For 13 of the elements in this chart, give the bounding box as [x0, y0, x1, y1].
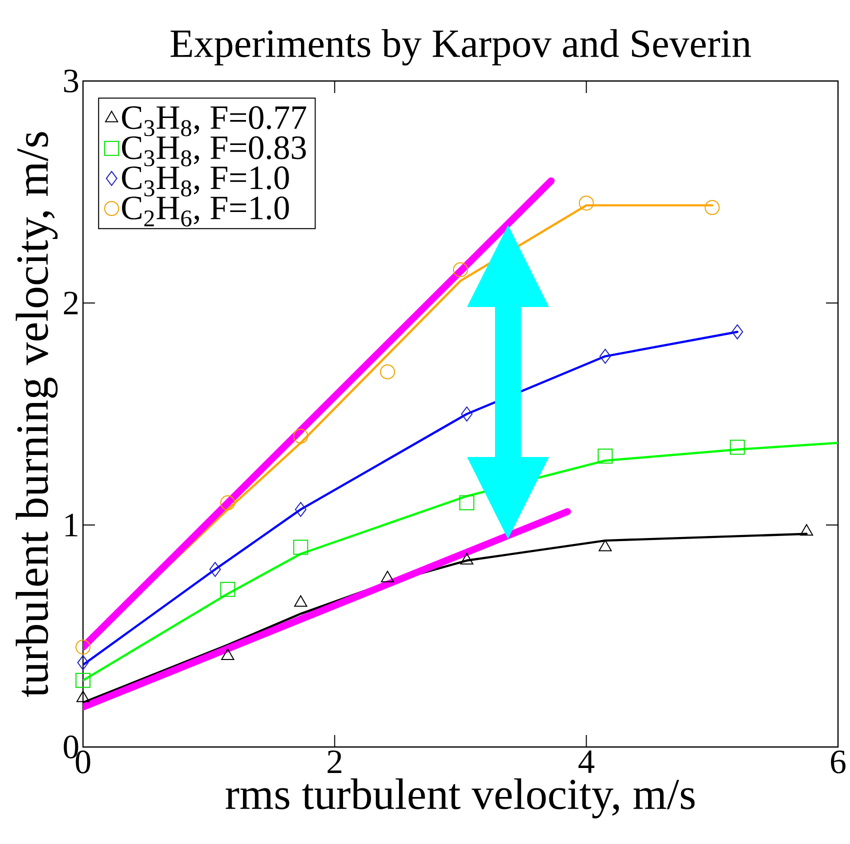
legend-label: C$_{3}$H$_{8}$, F=0.83 [122, 136, 306, 166]
x-axis-title: rms turbulent velocity, m/s [226, 778, 695, 818]
y-tick-label: 1 [65, 514, 78, 536]
y-tick-label: 2 [64, 292, 78, 314]
legend-label: C$_{3}$H$_{8}$, F=1.0 [122, 166, 289, 196]
y-axis-title: turbulent burning velocity, m/s [16, 132, 58, 697]
legend-label: C$_{2}$H$_{6}$, F=1.0 [122, 196, 289, 227]
legend-label: C$_{3}$H$_{8}$, F=0.77 [122, 106, 306, 136]
x-tick-label: 2 [328, 750, 342, 774]
x-tick-label: 6 [830, 750, 846, 774]
x-tick-label: 4 [578, 750, 594, 773]
chart-title: Experiments by Karpov and Severin [170, 29, 751, 66]
y-tick-label: 3 [64, 70, 78, 92]
